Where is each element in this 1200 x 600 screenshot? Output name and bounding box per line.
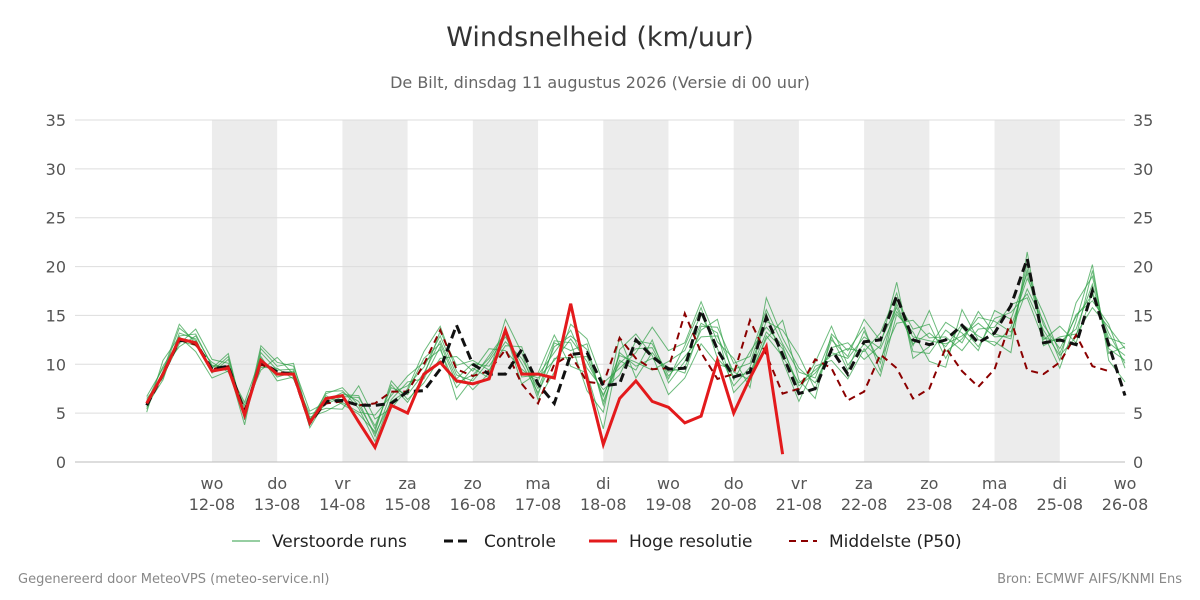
grid-lines xyxy=(75,119,1125,463)
x-tick-day-14-08: vr xyxy=(334,474,350,493)
legend-control-label: Controle xyxy=(484,532,556,552)
x-tick-date-24-08: 24-08 xyxy=(971,495,1018,514)
x-tick-date-20-08: 20-08 xyxy=(710,495,757,514)
x-tick-date-19-08: 19-08 xyxy=(645,495,692,514)
chart-subtitle: De Bilt, dinsdag 11 augustus 2026 (Versi… xyxy=(390,73,810,92)
y-tick-left-30: 30 xyxy=(46,160,66,179)
weekend-band-6 xyxy=(994,120,1060,462)
footer-generated-by: Gegenereerd door MeteoVPS (meteo-service… xyxy=(18,572,330,587)
x-tick-date-17-08: 17-08 xyxy=(515,495,562,514)
x-tick-day-13-08: do xyxy=(267,474,287,493)
y-tick-left-35: 35 xyxy=(46,111,66,130)
x-tick-day-25-08: di xyxy=(1052,474,1067,493)
weekend-band-5 xyxy=(864,120,930,462)
weekend-band-4 xyxy=(733,120,799,462)
chart-title: Windsnelheid (km/uur) xyxy=(446,22,754,53)
x-tick-date-26-08: 26-08 xyxy=(1102,495,1149,514)
legend: Verstoorde runs Controle Hoge resolutie Mid… xyxy=(232,532,962,552)
ensemble-member-2 xyxy=(146,264,1126,420)
x-axis: wo 12-08 do 13-08 vr 14-08 za 15-08 zo 16-08 ma 17-… xyxy=(189,474,1149,514)
x-tick-day-26-08: wo xyxy=(1114,474,1137,493)
x-tick-day-18-08: di xyxy=(596,474,611,493)
x-tick-date-21-08: 21-08 xyxy=(776,495,823,514)
y-tick-left-15: 15 xyxy=(46,306,66,325)
x-tick-day-19-08: wo xyxy=(657,474,680,493)
y-tick-left-25: 25 xyxy=(46,209,66,228)
x-tick-day-12-08: wo xyxy=(201,474,224,493)
y-tick-right-35: 35 xyxy=(1133,111,1153,130)
x-tick-day-20-08: do xyxy=(724,474,744,493)
legend-high-res-label: Hoge resolutie xyxy=(629,532,753,552)
x-tick-date-13-08: 13-08 xyxy=(254,495,301,514)
main-series xyxy=(145,253,1127,455)
x-tick-day-24-08: ma xyxy=(982,474,1007,493)
y-axis-left: 0 5 10 15 20 25 30 35 xyxy=(46,111,66,472)
x-tick-date-16-08: 16-08 xyxy=(450,495,497,514)
x-tick-day-22-08: za xyxy=(855,474,873,493)
x-tick-date-18-08: 18-08 xyxy=(580,495,627,514)
x-tick-day-17-08: ma xyxy=(525,474,550,493)
y-tick-right-5: 5 xyxy=(1133,404,1143,423)
x-tick-date-25-08: 25-08 xyxy=(1037,495,1084,514)
high-res-line xyxy=(145,303,785,455)
legend-median-label: Middelste (P50) xyxy=(829,532,962,552)
x-tick-date-12-08: 12-08 xyxy=(189,495,236,514)
weekend-band-2 xyxy=(472,120,539,462)
x-tick-date-22-08: 22-08 xyxy=(841,495,888,514)
y-tick-right-25: 25 xyxy=(1133,209,1153,228)
y-tick-right-15: 15 xyxy=(1133,306,1153,325)
y-tick-left-20: 20 xyxy=(46,258,66,277)
x-tick-day-23-08: zo xyxy=(920,474,938,493)
legend-ensemble-label: Verstoorde runs xyxy=(272,532,407,552)
wind-speed-chart: 0 5 10 15 20 25 30 35 0 5 10 15 20 25 30 35 wo 12-08 do 1… xyxy=(46,111,1154,552)
x-tick-date-23-08: 23-08 xyxy=(906,495,953,514)
y-tick-right-10: 10 xyxy=(1133,355,1153,374)
x-tick-day-16-08: zo xyxy=(464,474,482,493)
weekend-bands xyxy=(211,120,1060,462)
y-tick-right-0: 0 xyxy=(1133,453,1143,472)
weekend-band-3 xyxy=(603,120,669,462)
x-tick-date-14-08: 14-08 xyxy=(319,495,366,514)
x-tick-day-15-08: za xyxy=(399,474,417,493)
y-tick-right-30: 30 xyxy=(1133,160,1153,179)
x-tick-date-15-08: 15-08 xyxy=(384,495,431,514)
footer-source: Bron: ECMWF AIFS/KNMI Ens xyxy=(997,572,1182,587)
x-tick-day-21-08: vr xyxy=(791,474,807,493)
y-tick-left-5: 5 xyxy=(56,404,66,423)
y-tick-left-10: 10 xyxy=(46,355,66,374)
y-tick-right-20: 20 xyxy=(1133,258,1153,277)
y-tick-left-0: 0 xyxy=(56,453,66,472)
y-axis-right: 0 5 10 15 20 25 30 35 xyxy=(1133,111,1153,472)
